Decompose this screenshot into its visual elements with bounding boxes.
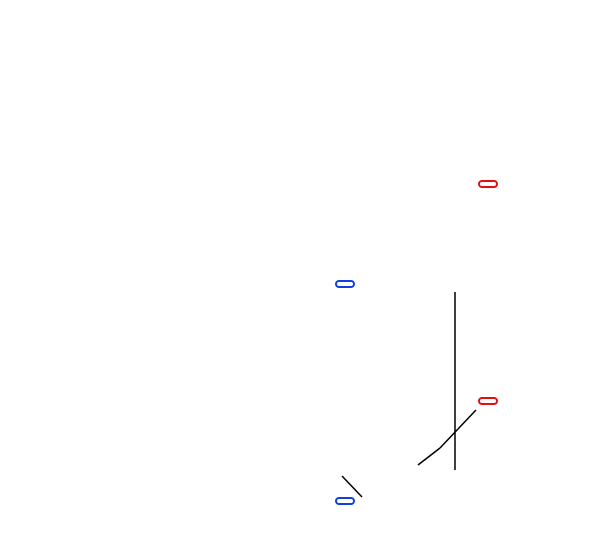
label-pump1 xyxy=(335,497,355,505)
label-pump2 xyxy=(335,280,355,288)
label-first xyxy=(478,180,498,188)
label-later xyxy=(478,397,498,405)
